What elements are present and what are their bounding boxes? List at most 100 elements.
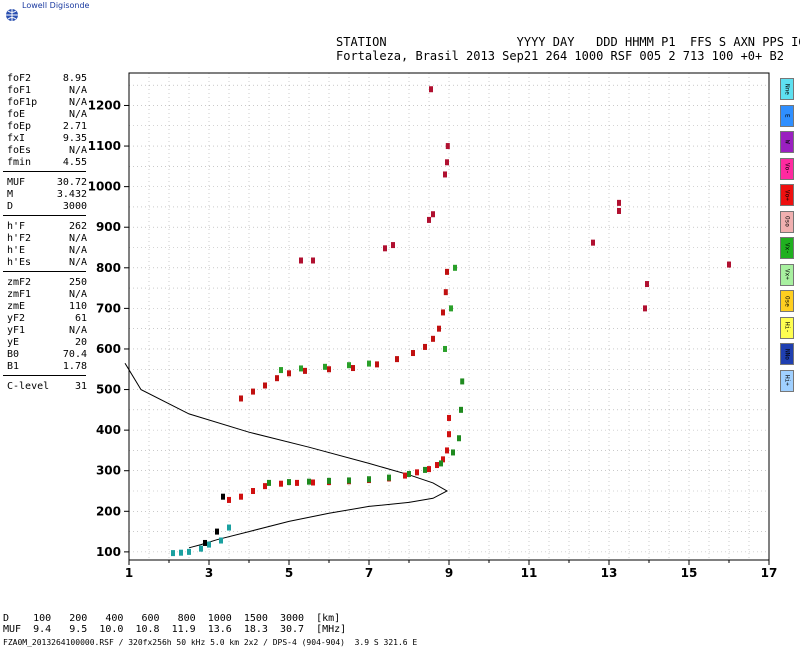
param-value: N/A bbox=[68, 85, 87, 96]
param-label: foF2 bbox=[7, 73, 32, 84]
param-label: yF2 bbox=[7, 313, 26, 324]
y-tick-label: 1000 bbox=[88, 180, 121, 194]
echo-point bbox=[445, 143, 450, 150]
echo-point bbox=[403, 472, 407, 479]
echo-point bbox=[427, 466, 431, 473]
y-tick-label: 200 bbox=[96, 504, 121, 518]
echo-point bbox=[219, 537, 223, 544]
param-label: C-level bbox=[7, 381, 50, 392]
param-row-yf2: yF2 61 bbox=[7, 313, 87, 325]
echo-point bbox=[347, 362, 351, 369]
echo-point bbox=[441, 456, 445, 463]
echo-point bbox=[263, 382, 267, 389]
param-row-clevel: C-level 31 bbox=[7, 381, 87, 393]
param-row-foes: foEs N/A bbox=[7, 145, 87, 157]
param-label: fmin bbox=[7, 157, 32, 168]
x-tick-label: 5 bbox=[285, 566, 293, 580]
echo-point bbox=[179, 549, 183, 556]
param-row-foe: foE N/A bbox=[7, 109, 87, 121]
param-divider bbox=[3, 375, 86, 376]
param-row-fmin: fmin 4.55 bbox=[7, 157, 87, 169]
echo-point bbox=[383, 245, 387, 252]
legend-item-hi: Hi+ bbox=[780, 369, 794, 392]
x-tick-label: 11 bbox=[521, 566, 538, 580]
echo-point bbox=[171, 550, 175, 557]
echo-point bbox=[423, 343, 427, 350]
echo-point bbox=[311, 257, 315, 264]
param-row-ye: yE 20 bbox=[7, 337, 87, 349]
echo-point bbox=[447, 414, 451, 421]
echo-point bbox=[267, 479, 271, 486]
param-value: 1.78 bbox=[62, 361, 87, 372]
echo-point bbox=[617, 207, 621, 214]
echo-point bbox=[263, 483, 267, 490]
legend-item-ose: Ose bbox=[780, 290, 794, 312]
param-row-hf: h'F 262 bbox=[7, 221, 87, 233]
echo-point bbox=[287, 370, 291, 377]
header-values: Fortaleza, Brasil 2013 Sep21 264 1000 RS… bbox=[336, 49, 784, 63]
echo-point bbox=[367, 360, 371, 367]
echo-point bbox=[445, 268, 449, 275]
echo-point bbox=[445, 447, 449, 454]
echo-point bbox=[311, 479, 315, 486]
echo-point bbox=[227, 496, 231, 503]
echo-point bbox=[221, 493, 225, 500]
param-label: foF1p bbox=[7, 97, 38, 108]
echo-point bbox=[207, 541, 211, 548]
app-title: Lowell Digisonde bbox=[22, 1, 90, 10]
echo-point bbox=[275, 375, 279, 382]
echo-point bbox=[591, 239, 595, 246]
header-labels: STATION YYYY DAY DDD HHMM P1 FFS S AXN P… bbox=[336, 35, 800, 49]
param-row-b0: B0 70.4 bbox=[7, 349, 87, 361]
echo-point bbox=[435, 462, 439, 469]
echo-point bbox=[251, 488, 255, 495]
param-value: 3.432 bbox=[56, 189, 87, 200]
x-tick-label: 3 bbox=[205, 566, 213, 580]
y-tick-label: 100 bbox=[96, 545, 121, 559]
param-label: MUF bbox=[7, 177, 26, 188]
param-row-zmf2: zmF2 250 bbox=[7, 277, 87, 289]
param-row-he: h'E N/A bbox=[7, 245, 87, 257]
echo-point bbox=[439, 460, 443, 467]
param-row-zmf1: zmF1 N/A bbox=[7, 289, 87, 301]
legend-item-nno: NNo bbox=[780, 343, 794, 365]
distance-row: D 100 200 400 600 800 1000 1500 3000 [km… bbox=[3, 613, 341, 624]
echo-point bbox=[203, 539, 207, 546]
echo-point bbox=[251, 388, 255, 395]
echo-point bbox=[375, 361, 379, 368]
echo-point bbox=[287, 479, 291, 486]
param-row-b1: B1 1.78 bbox=[7, 361, 87, 373]
ionogram-chart: 1 3 5 7 9 11 13 15 17100200300400500600700800900… bbox=[88, 72, 777, 580]
x-tick-label: 13 bbox=[601, 566, 618, 580]
param-value: 8.95 bbox=[62, 73, 87, 84]
param-row-yf1: yF1 N/A bbox=[7, 325, 87, 337]
param-label: yF1 bbox=[7, 325, 26, 336]
param-value: N/A bbox=[68, 97, 87, 108]
echo-point bbox=[387, 474, 391, 481]
echo-point bbox=[727, 261, 731, 268]
echo-point bbox=[391, 242, 395, 249]
echo-point bbox=[323, 363, 327, 370]
echo-point bbox=[441, 309, 445, 316]
param-value: N/A bbox=[68, 325, 87, 336]
param-value: N/A bbox=[68, 233, 87, 244]
echo-point bbox=[443, 289, 448, 296]
param-label: zmF2 bbox=[7, 277, 32, 288]
echo-point bbox=[367, 476, 371, 483]
echo-point bbox=[427, 216, 431, 223]
param-row-m: M 3.432 bbox=[7, 189, 87, 201]
legend-item-vo: Vo+ bbox=[780, 184, 794, 206]
echo-point bbox=[459, 406, 463, 413]
legend-item-vx: Vx+ bbox=[780, 263, 794, 286]
param-row-hf2: h'F2 N/A bbox=[7, 233, 87, 245]
param-value: 31 bbox=[74, 381, 87, 392]
echo-point bbox=[307, 478, 311, 485]
echo-point bbox=[443, 345, 447, 352]
param-label: foE bbox=[7, 109, 26, 120]
param-value: 2.71 bbox=[62, 121, 87, 132]
param-value: 61 bbox=[74, 313, 87, 324]
echo-point bbox=[451, 449, 455, 456]
param-row-muf: MUF 30.72 bbox=[7, 177, 87, 189]
echo-point bbox=[227, 524, 231, 531]
param-label: yE bbox=[7, 337, 20, 348]
